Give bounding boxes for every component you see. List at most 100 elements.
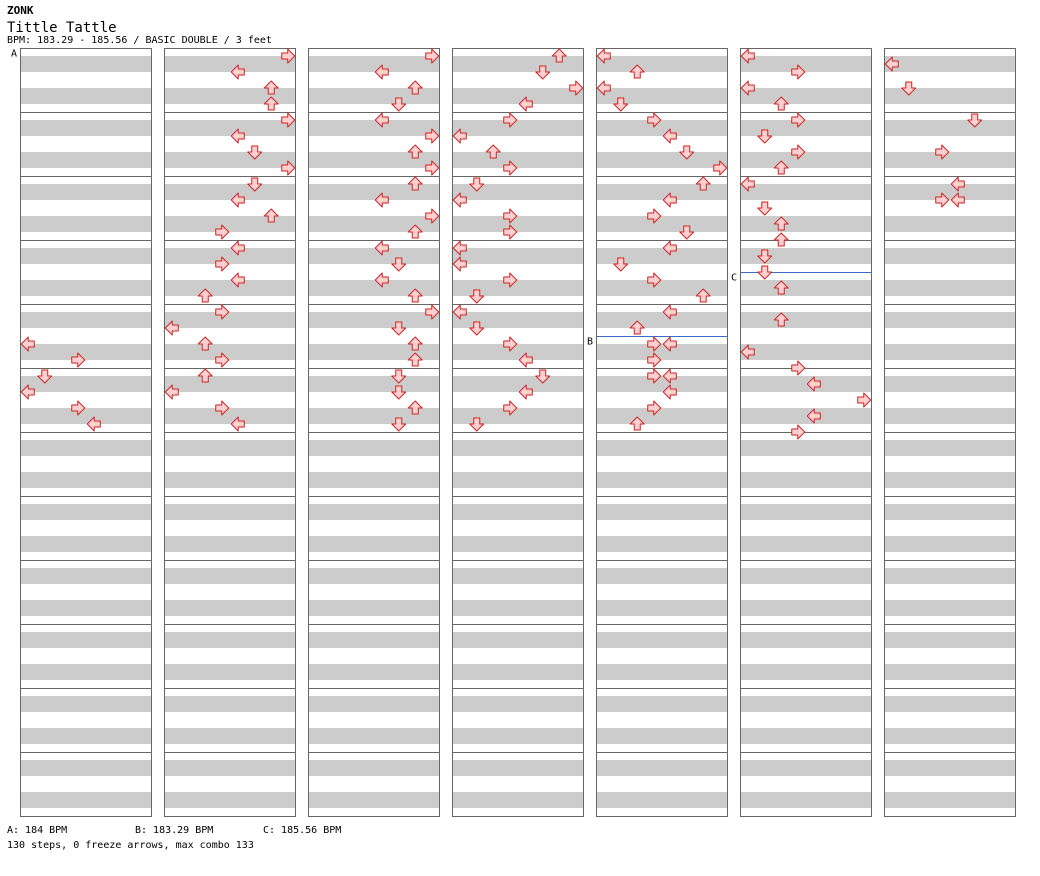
step-arrow — [857, 392, 872, 408]
beat-band — [740, 248, 872, 264]
beat-band — [164, 472, 296, 488]
beat-band — [884, 312, 1016, 328]
beat-band — [308, 376, 440, 392]
chart-column — [308, 48, 440, 817]
bpm-change-marker: C — [731, 273, 737, 284]
beat-band — [164, 56, 296, 72]
beat-band — [452, 536, 584, 552]
beat-band — [20, 632, 152, 648]
beat-band — [452, 728, 584, 744]
beat-band — [164, 792, 296, 808]
beat-band — [452, 216, 584, 232]
beat-band — [740, 728, 872, 744]
beat-band — [884, 696, 1016, 712]
beat-band — [308, 344, 440, 360]
beat-band — [20, 88, 152, 104]
beat-band — [452, 696, 584, 712]
beat-band — [884, 248, 1016, 264]
beat-band — [740, 184, 872, 200]
beat-band — [740, 696, 872, 712]
beat-band — [164, 280, 296, 296]
beat-band — [884, 120, 1016, 136]
beat-band — [596, 504, 728, 520]
beat-band — [308, 312, 440, 328]
beat-band — [740, 440, 872, 456]
beat-band — [884, 280, 1016, 296]
beat-band — [308, 600, 440, 616]
step-arrow — [791, 424, 806, 440]
beat-band — [164, 728, 296, 744]
beat-band — [740, 312, 872, 328]
beat-band — [20, 344, 152, 360]
beat-band — [596, 568, 728, 584]
beat-band — [20, 216, 152, 232]
beat-band — [740, 792, 872, 808]
beat-band — [452, 440, 584, 456]
bpm-legend-a: A: 184 BPM — [7, 825, 68, 836]
beat-band — [740, 568, 872, 584]
beat-band — [740, 376, 872, 392]
beat-band — [20, 472, 152, 488]
chart-column — [452, 48, 584, 817]
beat-band — [308, 184, 440, 200]
chart-column — [20, 48, 152, 817]
beat-band — [452, 312, 584, 328]
beat-band — [740, 344, 872, 360]
beat-band — [20, 664, 152, 680]
beat-band — [164, 536, 296, 552]
beat-band — [740, 664, 872, 680]
beat-band — [164, 408, 296, 424]
beat-band — [452, 184, 584, 200]
beat-band — [20, 568, 152, 584]
beat-band — [884, 792, 1016, 808]
beat-band — [740, 760, 872, 776]
beat-band — [884, 728, 1016, 744]
beat-band — [164, 504, 296, 520]
beat-band — [452, 792, 584, 808]
beat-band — [308, 472, 440, 488]
beat-band — [740, 88, 872, 104]
beat-band — [884, 600, 1016, 616]
beat-band — [740, 280, 872, 296]
beat-band — [884, 536, 1016, 552]
beat-band — [308, 248, 440, 264]
beat-band — [308, 408, 440, 424]
beat-band — [740, 600, 872, 616]
bpm-change-marker: A — [11, 49, 17, 60]
beat-band — [884, 440, 1016, 456]
beat-band — [452, 344, 584, 360]
beat-band — [596, 664, 728, 680]
beat-band — [452, 664, 584, 680]
beat-band — [884, 376, 1016, 392]
beat-band — [20, 536, 152, 552]
beat-band — [452, 472, 584, 488]
beat-band — [596, 792, 728, 808]
beat-band — [596, 312, 728, 328]
beat-band — [164, 248, 296, 264]
chart-column — [596, 48, 728, 817]
beat-band — [740, 216, 872, 232]
beat-band — [164, 88, 296, 104]
chart-column — [884, 48, 1016, 817]
artist-name: ZONK — [7, 4, 34, 17]
beat-band — [596, 152, 728, 168]
step-arrow — [757, 265, 773, 280]
beat-band — [308, 280, 440, 296]
beat-band — [308, 568, 440, 584]
song-title: Tittle Tattle — [7, 20, 117, 36]
beat-band — [20, 728, 152, 744]
beat-band — [20, 280, 152, 296]
beat-band — [740, 536, 872, 552]
beat-band — [164, 184, 296, 200]
beat-band — [596, 88, 728, 104]
beat-band — [884, 56, 1016, 72]
beat-band — [884, 760, 1016, 776]
beat-band — [884, 408, 1016, 424]
beat-band — [164, 760, 296, 776]
beat-band — [452, 376, 584, 392]
beat-band — [164, 664, 296, 680]
beat-band — [20, 56, 152, 72]
beat-band — [596, 120, 728, 136]
beat-band — [164, 440, 296, 456]
beat-band — [740, 408, 872, 424]
